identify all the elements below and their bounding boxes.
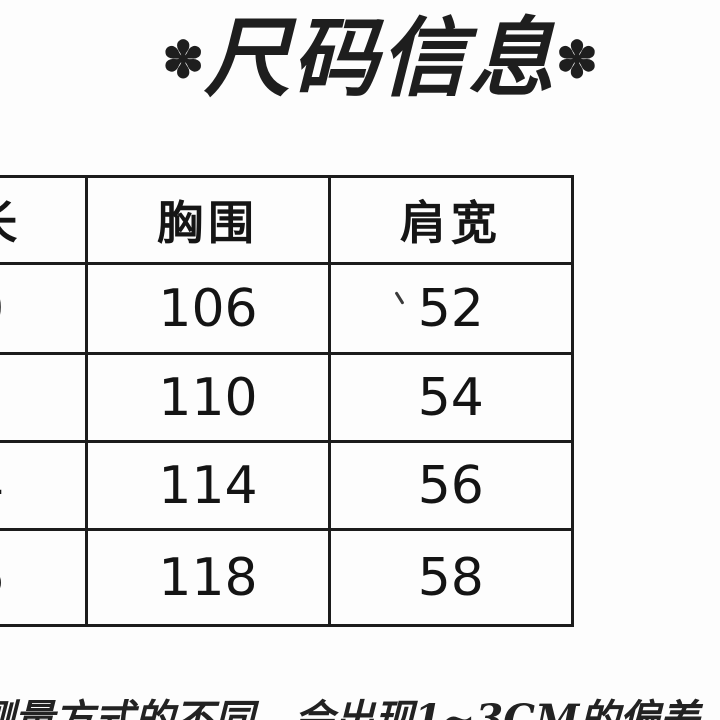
table-row: 72 110 54 [0,352,575,443]
cell-clothing-length: 70 [0,262,89,355]
table-header-row: 衣长 胸围 肩宽 [0,175,575,265]
table-row: 74 114 56 [0,440,575,531]
cell-shoulder-width: 54 [327,352,575,443]
table-row: 70 106 52 [0,262,575,355]
cell-chest-circumference: 106 [85,262,331,355]
asterisk-left-icon: ✽ [162,30,204,90]
cell-shoulder-width: 52 [327,262,575,355]
cell-chest-circumference: 118 [85,528,331,627]
cell-clothing-length: 72 [0,352,89,443]
col-header-shoulder-width: 肩宽 [327,175,575,265]
cell-shoulder-width: 56 [327,440,575,531]
cell-chest-circumference: 110 [85,352,331,443]
asterisk-right-icon: ✽ [556,30,598,90]
cell-chest-circumference: 114 [85,440,331,531]
col-header-clothing-length: 衣长 [0,175,89,265]
table-row: 76 118 58 [0,528,575,627]
page-title-text: 尺码信息 [204,8,556,109]
cell-clothing-length: 76 [0,528,89,627]
col-header-chest-circumference: 胸围 [85,175,331,265]
size-table: 衣长 胸围 肩宽 70 106 52 72 110 54 74 114 56 [0,175,575,627]
page-title: ✽尺码信息✽ [0,0,720,113]
footer-note: 测量方式的不同，会出现1~3CM的偏差，一切以实 [0,696,720,720]
cell-clothing-length: 74 [0,440,89,531]
cell-shoulder-width: 58 [327,528,575,627]
